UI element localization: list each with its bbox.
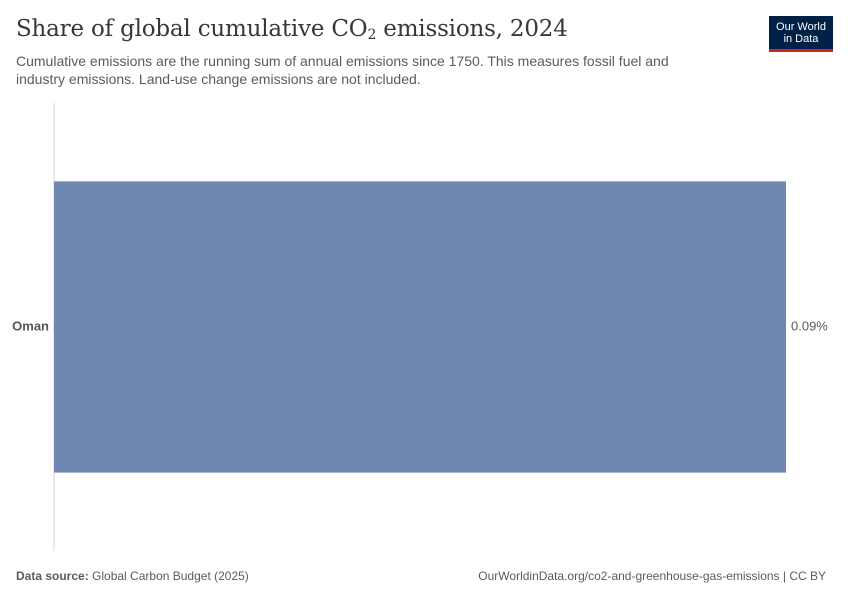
category-label-oman: Oman [12,318,49,333]
logo-line-1: Our World [776,20,826,33]
value-label-oman: 0.09% [791,318,828,333]
owid-logo[interactable]: Our World in Data [769,16,833,52]
logo-line-2: in Data [783,32,819,45]
data-source: Data source: Global Carbon Budget (2025) [16,569,249,583]
source-url[interactable]: OurWorldinData.org/co2-and-greenhouse-ga… [478,569,826,583]
bar-oman [54,181,786,473]
chart-subtitle: Cumulative emissions are the running sum… [16,53,669,87]
data-source-value[interactable]: Global Carbon Budget (2025) [88,569,249,583]
data-source-label: Data source: [16,569,89,583]
chart-title: Share of global cumulative CO2 emissions… [16,16,568,43]
